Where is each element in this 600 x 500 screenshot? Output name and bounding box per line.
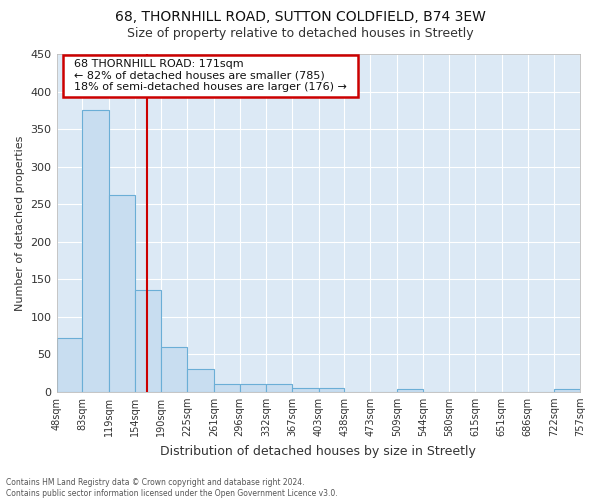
Text: 68 THORNHILL ROAD: 171sqm
  ← 82% of detached houses are smaller (785)
  18% of : 68 THORNHILL ROAD: 171sqm ← 82% of detac… bbox=[67, 59, 354, 92]
Bar bbox=[554, 389, 580, 392]
Text: Contains HM Land Registry data © Crown copyright and database right 2024.
Contai: Contains HM Land Registry data © Crown c… bbox=[6, 478, 338, 498]
Bar bbox=[56, 338, 82, 392]
X-axis label: Distribution of detached houses by size in Streetly: Distribution of detached houses by size … bbox=[160, 444, 476, 458]
Bar bbox=[239, 384, 266, 392]
Bar bbox=[292, 388, 319, 392]
Bar bbox=[266, 384, 292, 392]
Text: 68, THORNHILL ROAD, SUTTON COLDFIELD, B74 3EW: 68, THORNHILL ROAD, SUTTON COLDFIELD, B7… bbox=[115, 10, 485, 24]
Bar bbox=[109, 195, 135, 392]
Y-axis label: Number of detached properties: Number of detached properties bbox=[15, 135, 25, 310]
Bar bbox=[319, 388, 344, 392]
Bar bbox=[161, 347, 187, 392]
Bar bbox=[82, 110, 109, 392]
Bar bbox=[397, 389, 423, 392]
Text: Size of property relative to detached houses in Streetly: Size of property relative to detached ho… bbox=[127, 28, 473, 40]
Bar bbox=[135, 290, 161, 392]
Bar bbox=[214, 384, 239, 392]
Bar bbox=[187, 370, 214, 392]
